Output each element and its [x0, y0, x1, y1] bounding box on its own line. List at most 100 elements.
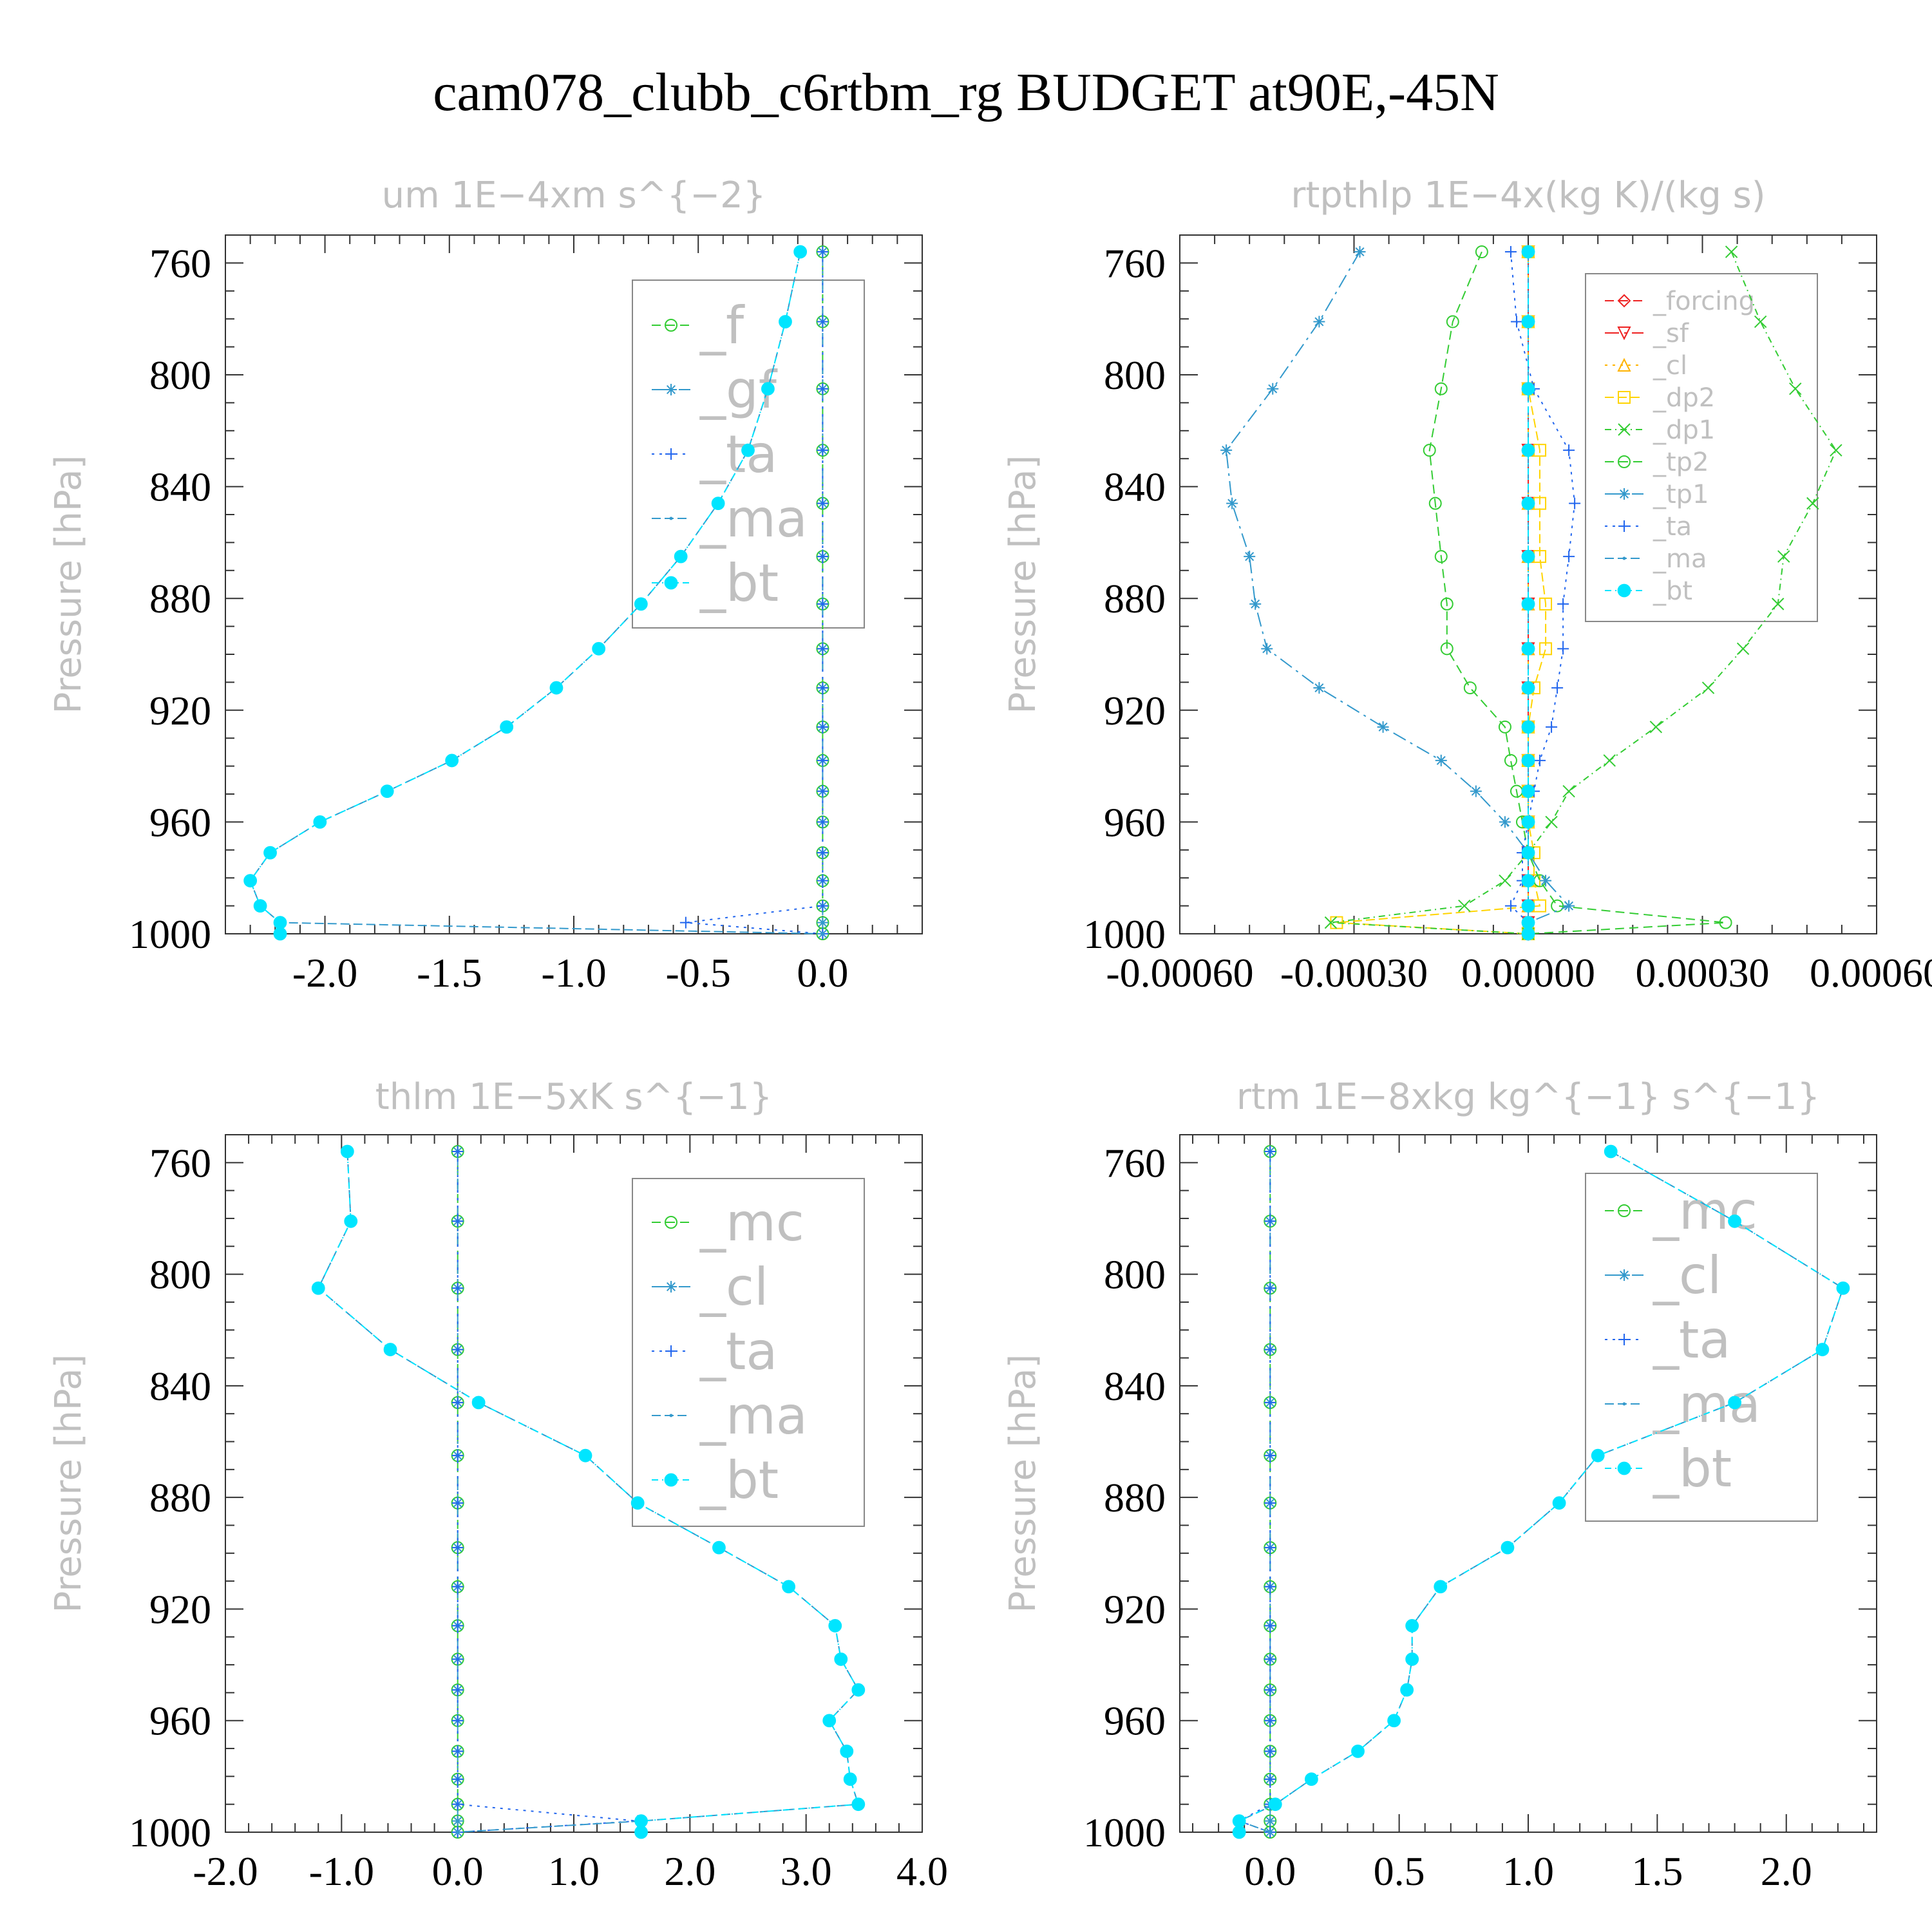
data-point — [1264, 1653, 1276, 1665]
y-axis-label: Pressure [hPa] — [48, 1354, 90, 1613]
data-point — [793, 245, 808, 259]
panel-title: rtpthlp 1E−4x(kg K)/(kg s) — [1291, 175, 1765, 216]
data-point — [817, 316, 829, 328]
data-point — [380, 784, 394, 799]
data-point — [1264, 1745, 1276, 1757]
x-tick-label: 2.0 — [664, 1848, 715, 1894]
y-tick-label: 880 — [1104, 1475, 1166, 1520]
x-tick-label: -1.0 — [309, 1848, 374, 1894]
y-tick-label: 760 — [1104, 1140, 1166, 1186]
legend-marker — [1618, 423, 1631, 436]
x-tick-label: 4.0 — [896, 1848, 948, 1894]
legend-marker — [1618, 488, 1630, 500]
data-point — [456, 1830, 460, 1834]
data-point — [451, 1542, 464, 1554]
data-point — [1521, 315, 1535, 328]
data-point — [1354, 246, 1366, 258]
data-point — [1264, 1580, 1276, 1593]
legend-marker — [665, 1345, 677, 1357]
data-point — [451, 1396, 464, 1408]
legend-label: _mc — [699, 1193, 804, 1253]
data-point — [1736, 642, 1750, 656]
panel-title: thlm 1E−5xK s^{−1} — [375, 1076, 773, 1118]
data-point — [451, 1684, 464, 1696]
data-point — [817, 598, 829, 610]
data-point — [1521, 720, 1535, 734]
data-point — [1440, 642, 1454, 656]
data-point — [712, 1540, 726, 1555]
legend-box — [632, 279, 865, 629]
data-point — [1377, 721, 1389, 733]
legend-label: _sf — [1653, 319, 1689, 348]
data-point — [1521, 927, 1535, 941]
data-point — [1264, 1714, 1276, 1727]
legend-label: _cl — [1653, 351, 1687, 381]
data-point — [253, 899, 267, 913]
y-tick-label: 1000 — [1083, 1810, 1166, 1855]
data-point — [1521, 753, 1535, 768]
y-tick-label: 840 — [149, 464, 211, 510]
x-tick-label: -2.0 — [193, 1848, 258, 1894]
series-line-tp2 — [1428, 251, 1726, 934]
data-point — [1264, 1450, 1276, 1462]
x-tick-label: 1.0 — [548, 1848, 600, 1894]
data-point — [445, 753, 459, 768]
data-point — [1569, 497, 1581, 509]
data-point — [711, 497, 725, 511]
panel-title: rtm 1E−8xkg kg^{−1} s^{−1} — [1236, 1076, 1820, 1118]
data-point — [817, 816, 829, 828]
data-point — [1521, 382, 1535, 396]
legend-label: _bt — [699, 553, 779, 613]
data-point — [1777, 550, 1790, 563]
legend-label: _bt — [699, 1450, 779, 1510]
legend-marker — [1618, 1204, 1631, 1217]
data-point — [1446, 315, 1459, 328]
data-point — [451, 1580, 464, 1593]
x-tick-label: 1.0 — [1502, 1848, 1554, 1894]
y-tick-label: 800 — [149, 352, 211, 398]
data-point — [1504, 753, 1517, 767]
data-point — [1521, 497, 1535, 511]
plot-frame — [225, 234, 923, 934]
panel-title: um 1E−4xm s^{−2} — [382, 175, 766, 216]
data-point — [383, 1343, 397, 1356]
data-point — [1499, 816, 1511, 828]
legend-box — [632, 1178, 865, 1527]
data-point — [817, 444, 829, 457]
data-point — [451, 1773, 464, 1785]
data-point — [1387, 1714, 1401, 1728]
data-point — [243, 874, 258, 887]
data-point — [1728, 1214, 1741, 1228]
y-tick-label: 800 — [1104, 352, 1166, 398]
data-point — [1789, 382, 1802, 395]
y-tick-label: 920 — [149, 688, 211, 734]
data-point — [1268, 1830, 1272, 1834]
data-point — [1501, 1540, 1515, 1555]
data-point — [1521, 641, 1535, 656]
y-tick-label: 920 — [149, 1586, 211, 1632]
y-tick-label: 1000 — [129, 1810, 211, 1855]
series-line-dp1 — [1331, 251, 1837, 934]
plot-frame — [1179, 1134, 1877, 1833]
data-point — [1562, 784, 1575, 798]
data-point — [828, 1619, 842, 1633]
data-point — [1268, 1797, 1282, 1812]
data-point — [1521, 916, 1535, 930]
data-point — [311, 1281, 325, 1295]
y-tick-label: 920 — [1104, 1586, 1166, 1632]
data-point — [634, 1825, 648, 1839]
legend-label: _ma — [699, 1386, 808, 1446]
x-tick-label: 1.5 — [1631, 1848, 1683, 1894]
data-point — [1557, 643, 1569, 655]
chart-panel-um: um 1E−4xm s^{−2} 760 800 840 880 920 960 1000 Pr… — [48, 175, 923, 996]
legend-label: _ma — [1653, 544, 1707, 574]
data-point — [1540, 875, 1552, 887]
chart-panel-rtm: rtm 1E−8xkg kg^{−1} s^{−1} 760 800 840 880 92… — [1002, 1076, 1877, 1894]
data-point — [451, 1450, 464, 1462]
legend-marker — [1618, 391, 1631, 404]
data-point — [273, 916, 287, 930]
y-tick-label: 840 — [1104, 464, 1166, 510]
data-point — [1400, 1683, 1414, 1697]
data-point — [779, 315, 792, 328]
